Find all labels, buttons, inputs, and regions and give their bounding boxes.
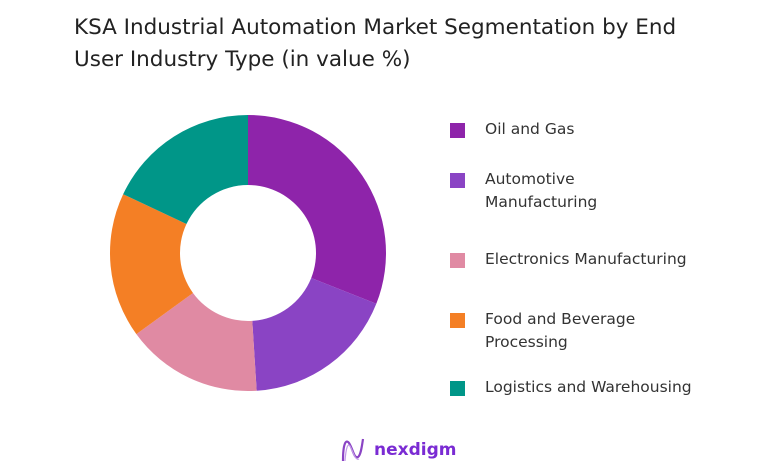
nexdigm-logo-icon bbox=[341, 438, 365, 462]
legend-label: Electronics Manufacturing bbox=[485, 250, 687, 268]
legend-label: Logistics and Warehousing bbox=[485, 378, 692, 396]
legend-swatch bbox=[450, 253, 465, 268]
legend-swatch bbox=[450, 173, 465, 188]
legend-item: Logistics and Warehousing bbox=[450, 376, 705, 399]
slice-food-and-beverage-processing bbox=[110, 194, 193, 335]
legend-item: Food and Beverage Processing bbox=[450, 308, 675, 354]
chart-title: KSA Industrial Automation Market Segment… bbox=[74, 15, 677, 72]
slice-oil-and-gas bbox=[248, 115, 386, 304]
legend-label: Automotive Manufacturing bbox=[485, 170, 598, 211]
legend-item: Electronics Manufacturing bbox=[450, 248, 705, 271]
legend-swatch bbox=[450, 313, 465, 328]
brand-name: nexdigm bbox=[374, 440, 457, 460]
nexdigm-logo: nexdigm bbox=[340, 437, 456, 463]
legend-item: Oil and Gas bbox=[450, 118, 705, 141]
legend-swatch bbox=[450, 123, 465, 138]
legend-label: Food and Beverage Processing bbox=[485, 310, 636, 351]
legend-swatch bbox=[450, 381, 465, 396]
legend-label: Oil and Gas bbox=[485, 120, 575, 138]
slice-automotive-manufacturing bbox=[252, 278, 377, 391]
slice-electronics-manufacturing bbox=[136, 292, 257, 391]
slice-logistics-and-warehousing bbox=[123, 115, 248, 225]
legend-item: Automotive Manufacturing bbox=[450, 168, 615, 214]
